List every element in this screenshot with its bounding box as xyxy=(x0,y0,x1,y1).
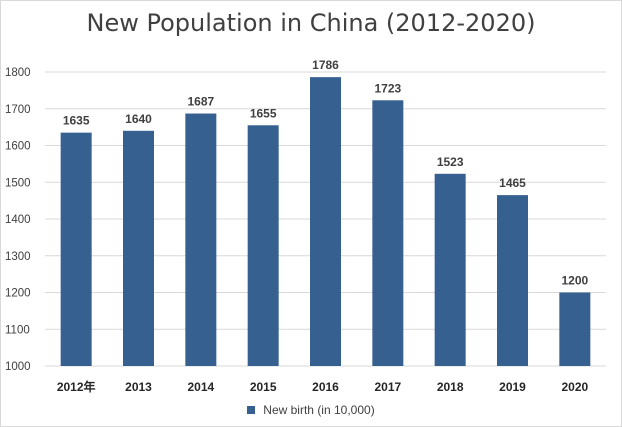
bar xyxy=(434,173,466,366)
x-tick-label: 2017 xyxy=(374,380,401,394)
data-label: 1723 xyxy=(374,81,401,95)
bar xyxy=(559,292,591,366)
bar xyxy=(372,100,404,367)
y-tick-label: 1400 xyxy=(5,214,31,226)
legend-swatch xyxy=(247,406,256,414)
data-label: 1687 xyxy=(187,95,214,109)
legend: New birth (in 10,000) xyxy=(1,403,621,417)
y-tick-label: 1300 xyxy=(5,251,31,263)
data-label: 1655 xyxy=(250,106,277,120)
x-tick-label: 2015 xyxy=(250,380,277,394)
data-label: 1786 xyxy=(312,58,339,72)
x-tick-label: 2018 xyxy=(437,380,464,394)
x-tick-label: 2016 xyxy=(312,380,339,394)
x-tick-label: 2019 xyxy=(499,380,526,394)
legend-label: New birth (in 10,000) xyxy=(263,403,375,417)
x-tick-label: 2012年 xyxy=(57,379,96,394)
bar xyxy=(123,130,154,366)
y-tick-label: 1500 xyxy=(5,177,31,189)
data-label: 1523 xyxy=(437,155,464,169)
y-tick-label: 1100 xyxy=(5,324,30,336)
data-label: 1635 xyxy=(63,114,90,128)
y-tick-label: 1000 xyxy=(5,361,31,373)
bar xyxy=(185,113,217,366)
y-tick-label: 1200 xyxy=(5,288,31,300)
data-label: 1640 xyxy=(125,112,152,126)
x-tick-label: 2014 xyxy=(187,380,214,394)
bar xyxy=(60,132,92,366)
bar xyxy=(310,77,341,367)
bar xyxy=(247,125,279,366)
y-tick-label: 1600 xyxy=(5,141,31,153)
y-tick-label: 1800 xyxy=(5,67,31,79)
data-label: 1200 xyxy=(561,274,588,288)
data-label: 1465 xyxy=(499,176,526,190)
x-tick-label: 2020 xyxy=(561,380,588,394)
chart-title: New Population in China (2012-2020) xyxy=(86,9,536,37)
bar xyxy=(497,195,528,366)
x-tick-label: 2013 xyxy=(125,380,152,394)
y-tick-label: 1700 xyxy=(5,104,31,116)
